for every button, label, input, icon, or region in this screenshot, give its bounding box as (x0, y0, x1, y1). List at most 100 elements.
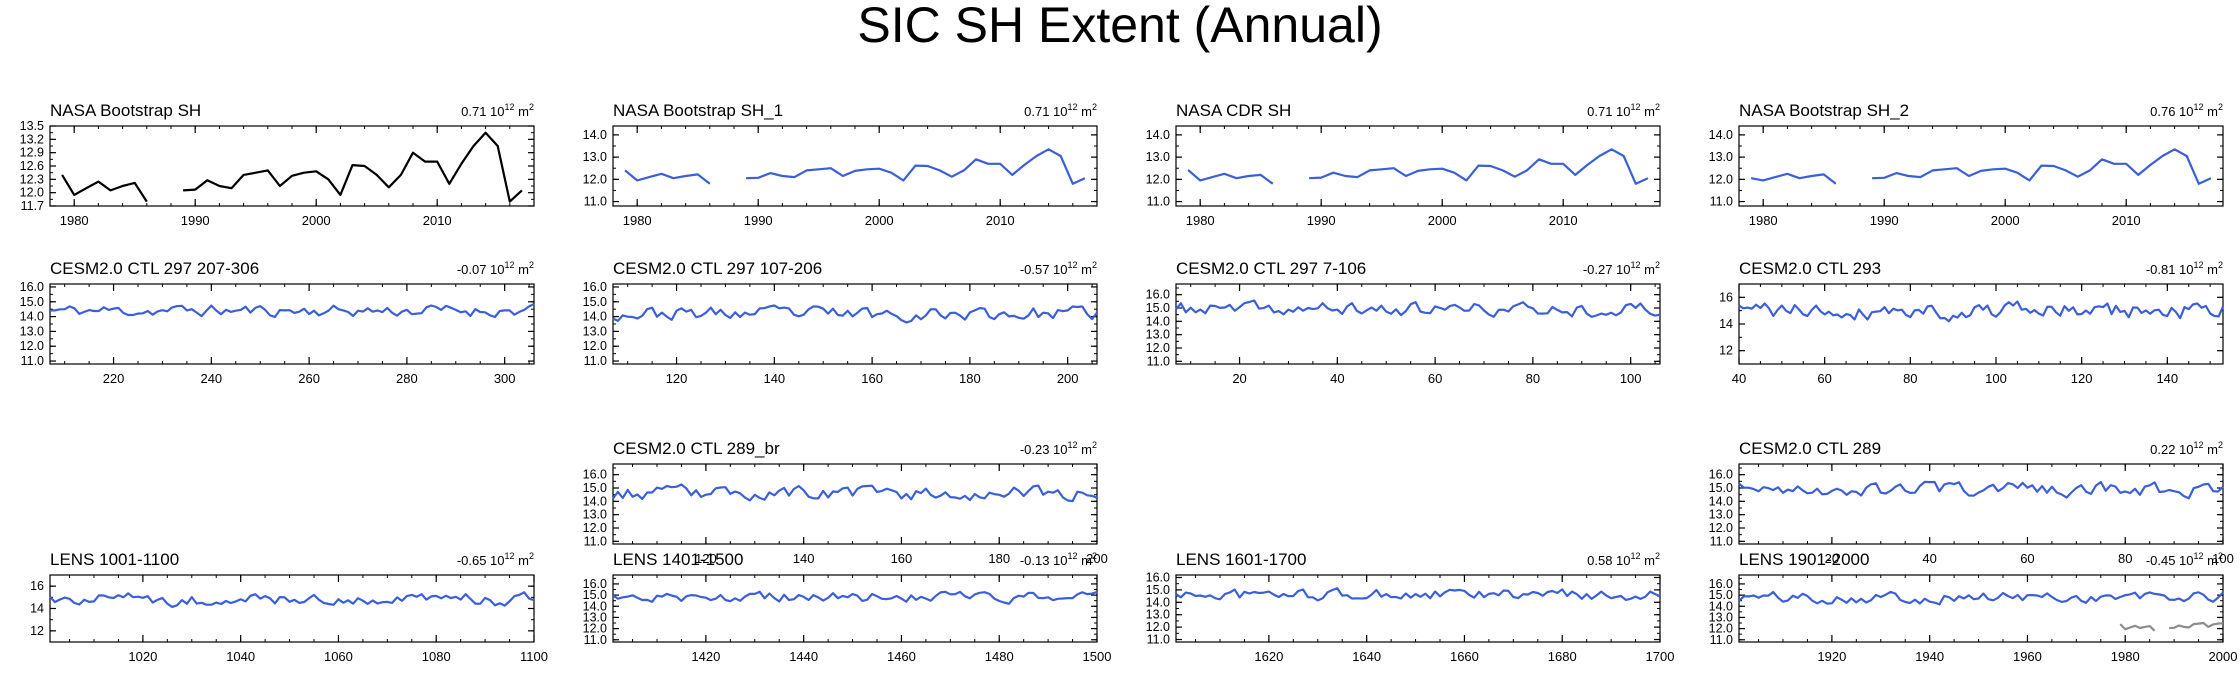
y-tick-label: 16.0 (20, 280, 44, 294)
x-tick-label: 40 (1922, 551, 1936, 566)
x-tick-label: 1940 (1915, 649, 1944, 664)
y-tick-label: 13.0 (20, 324, 44, 338)
panel-title: LENS 1601-1700 (1176, 550, 1306, 569)
x-tick-label: 40 (1732, 371, 1746, 386)
panel-10: LENS 1001-1100 -0.65 1012 m2 1020 1040 1060 1… (30, 550, 548, 664)
y-tick-label: 15.0 (1146, 583, 1170, 597)
plot-frame (49, 574, 535, 643)
y-tick-label: 13.0 (1709, 508, 1733, 522)
x-tick-label: 1420 (691, 649, 720, 664)
y-tick-label: 12.0 (1146, 341, 1170, 355)
x-tick-label: 100 (1985, 371, 2007, 386)
x-tick-label: 1660 (1450, 649, 1479, 664)
panel-title: CESM2.0 CTL 297 207-306 (50, 259, 259, 278)
panel-std-label: 0.71 1012 m2 (1587, 102, 1660, 119)
panel-std-label: 0.22 1012 m2 (2150, 440, 2223, 457)
x-tick-label: 1040 (226, 649, 255, 664)
x-tick-label: 1680 (1548, 649, 1577, 664)
y-tick-label: 12.9 (20, 146, 44, 160)
y-tick-label: 12.0 (1709, 622, 1733, 636)
plot-frame (49, 283, 535, 365)
x-tick-label: 1060 (324, 649, 353, 664)
x-tick-label: 260 (298, 371, 320, 386)
y-tick-label: 14 (1719, 317, 1733, 331)
y-tick-label: 11.0 (1147, 354, 1170, 368)
y-tick-label: 16.0 (1709, 577, 1733, 591)
series-line (612, 590, 1098, 605)
panel-3: NASA Bootstrap SH_2 0.76 1012 m2 1980 1990 2… (1709, 101, 2224, 228)
y-tick-label: 15.0 (1709, 481, 1733, 495)
x-tick-label: 1980 (2111, 649, 2140, 664)
x-tick-label: 80 (2118, 551, 2132, 566)
x-tick-label: 1990 (1870, 213, 1899, 228)
x-tick-label: 40 (1330, 371, 1344, 386)
y-tick-label: 13.0 (583, 508, 607, 522)
x-tick-label: 140 (763, 371, 785, 386)
x-tick-label: 80 (1526, 371, 1540, 386)
panel-std-label: -0.27 1012 m2 (1583, 260, 1660, 277)
x-tick-label: 2010 (1549, 213, 1578, 228)
x-tick-label: 120 (695, 551, 717, 566)
panel-12: LENS 1601-1700 0.58 1012 m2 1620 1640 1660 16… (1146, 550, 1675, 664)
x-tick-label: 1980 (623, 213, 652, 228)
panel-0: NASA Bootstrap SH 0.71 1012 m2 1980 1990 200… (20, 101, 535, 228)
x-tick-label: 2000 (865, 213, 894, 228)
x-tick-label: 1080 (422, 649, 451, 664)
x-tick-label: 2010 (986, 213, 1015, 228)
y-tick-label: 14.0 (1146, 595, 1170, 609)
x-tick-label: 1920 (1817, 649, 1846, 664)
x-tick-label: 160 (891, 551, 913, 566)
series-line (1187, 169, 1274, 185)
series-line (49, 303, 535, 319)
y-tick-label: 12.0 (583, 521, 607, 535)
plot-frame (612, 574, 1098, 643)
y-tick-label: 12.0 (1146, 620, 1170, 634)
x-tick-label: 180 (988, 551, 1010, 566)
panel-std-label: -0.57 1012 m2 (1020, 260, 1097, 277)
panel-6: CESM2.0 CTL 297 7-106 -0.27 1012 m2 20 40 60… (1146, 259, 1661, 386)
plot-frame (1738, 574, 2224, 643)
x-tick-label: 2000 (1991, 213, 2020, 228)
panel-title: CESM2.0 CTL 297 7-106 (1176, 259, 1366, 278)
y-tick-label: 12 (30, 624, 44, 638)
x-tick-label: 120 (666, 371, 688, 386)
x-tick-label: 2010 (423, 213, 452, 228)
y-tick-label: 14.0 (583, 128, 607, 142)
x-tick-label: 1440 (789, 649, 818, 664)
plot-frame (1175, 574, 1661, 643)
x-tick-label: 1980 (1186, 213, 1215, 228)
plot-frame (612, 283, 1098, 365)
x-tick-label: 2010 (2112, 213, 2141, 228)
y-tick-label: 11.0 (1147, 195, 1170, 209)
y-tick-label: 14.0 (1146, 128, 1170, 142)
x-tick-label: 1980 (1749, 213, 1778, 228)
y-tick-label: 13.0 (1146, 150, 1170, 164)
y-tick-label: 11.0 (21, 354, 44, 368)
y-tick-label: 13.0 (583, 150, 607, 164)
panel-title: CESM2.0 CTL 289 (1739, 439, 1881, 458)
y-tick-label: 12.0 (1146, 172, 1170, 186)
panel-7: CESM2.0 CTL 293 -0.81 1012 m2 40 60 80 100 120… (1719, 259, 2225, 386)
panel-title: NASA CDR SH (1176, 101, 1291, 120)
y-tick-label: 14.0 (1709, 599, 1733, 613)
panel-title: LENS 1901-2000 (1739, 550, 1869, 569)
panel-std-label: -0.45 1012 m2 (2146, 551, 2223, 568)
y-tick-label: 16 (1719, 290, 1733, 304)
x-tick-label: 300 (494, 371, 516, 386)
y-tick-label: 13.0 (583, 324, 607, 338)
x-tick-label: 200 (1086, 551, 1108, 566)
y-tick-label: 15.0 (583, 481, 607, 495)
y-tick-label: 14.0 (20, 310, 44, 324)
y-tick-label: 15.0 (583, 588, 607, 602)
x-tick-label: 80 (1903, 371, 1917, 386)
y-tick-label: 14.0 (1709, 128, 1733, 142)
x-tick-label: 100 (1620, 371, 1642, 386)
x-tick-label: 60 (2020, 551, 2034, 566)
x-tick-label: 140 (2156, 371, 2178, 386)
y-tick-label: 11.0 (1147, 633, 1170, 647)
plot-frame (612, 463, 1098, 545)
x-tick-label: 1020 (128, 649, 157, 664)
series-line (1738, 590, 2224, 606)
